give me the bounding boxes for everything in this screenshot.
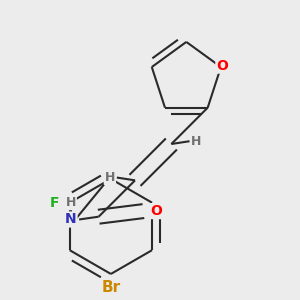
Text: F: F [50,196,59,210]
Text: H: H [65,196,76,209]
Text: O: O [216,58,228,73]
Text: H: H [105,171,115,184]
Text: N: N [65,212,76,226]
Text: Br: Br [101,280,120,296]
Text: O: O [150,204,162,218]
Text: H: H [191,135,202,148]
